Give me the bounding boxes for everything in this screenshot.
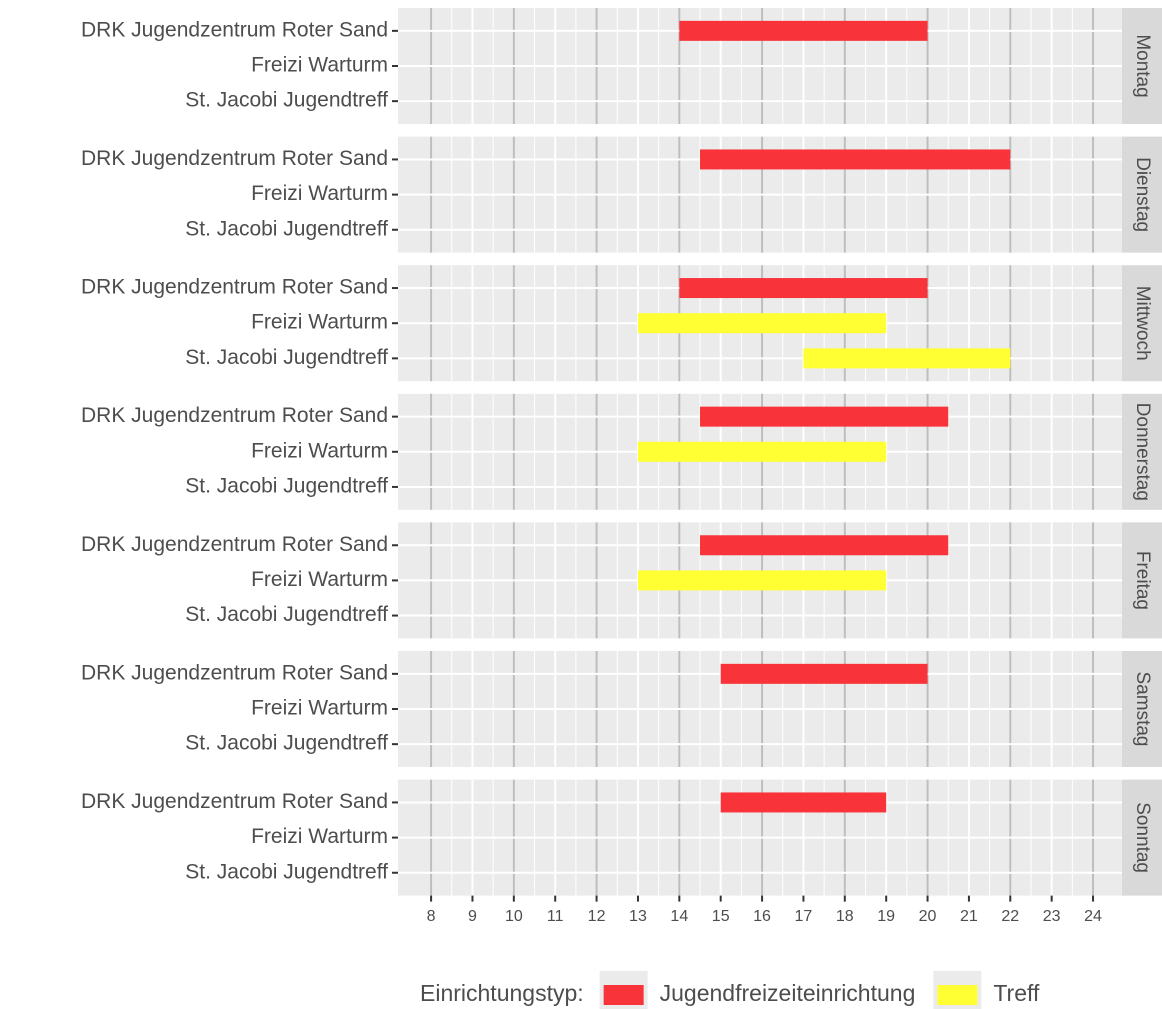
legend-title: Einrichtungstyp: xyxy=(420,980,584,1006)
y-tick-label: DRK Jugendzentrum Roter Sand xyxy=(81,404,388,427)
x-tick-label: 22 xyxy=(1001,908,1019,925)
bar xyxy=(720,792,887,813)
bar xyxy=(679,278,928,299)
bar xyxy=(700,406,949,427)
facet-strip xyxy=(1122,136,1162,253)
y-tick-label: DRK Jugendzentrum Roter Sand xyxy=(81,533,388,556)
y-tick-label: Freizi Warturm xyxy=(251,54,388,77)
bar xyxy=(803,348,1011,369)
y-tick-label: St. Jacobi Jugendtreff xyxy=(185,89,388,112)
y-tick-label: DRK Jugendzentrum Roter Sand xyxy=(81,18,388,41)
facet-strip xyxy=(1122,393,1162,510)
legend-key xyxy=(603,985,644,1005)
x-tick-label: 10 xyxy=(505,908,523,925)
facet-strip xyxy=(1122,522,1162,639)
x-tick-label: 13 xyxy=(629,908,647,925)
x-tick-label: 12 xyxy=(588,908,606,925)
x-tick-label: 17 xyxy=(795,908,813,925)
x-tick-label: 11 xyxy=(547,908,564,925)
x-tick-label: 14 xyxy=(670,908,688,925)
legend-key xyxy=(937,985,978,1005)
y-tick-label: Freizi Warturm xyxy=(251,825,388,848)
y-tick-label: St. Jacobi Jugendtreff xyxy=(185,346,388,369)
bar xyxy=(679,20,928,41)
y-tick-label: DRK Jugendzentrum Roter Sand xyxy=(81,661,388,684)
y-tick-label: DRK Jugendzentrum Roter Sand xyxy=(81,276,388,299)
bar xyxy=(637,313,887,334)
facet-strip xyxy=(1122,779,1162,896)
bar xyxy=(700,149,1011,170)
facet-strip xyxy=(1122,8,1162,124)
facet-label: Mittwoch xyxy=(1132,286,1153,361)
bar xyxy=(637,570,887,591)
y-tick-label: St. Jacobi Jugendtreff xyxy=(185,860,388,883)
facet-label: Montag xyxy=(1132,34,1153,97)
x-tick-label: 9 xyxy=(468,908,477,925)
y-tick-label: Freizi Warturm xyxy=(251,697,388,720)
legend-label: Jugendfreizeiteinrichtung xyxy=(660,980,916,1006)
bar xyxy=(700,535,949,556)
facet-strip xyxy=(1122,265,1162,382)
y-tick-label: DRK Jugendzentrum Roter Sand xyxy=(81,147,388,170)
legend-label: Treff xyxy=(993,980,1040,1006)
x-tick-label: 15 xyxy=(712,908,730,925)
x-tick-label: 19 xyxy=(877,908,895,925)
y-tick-label: Freizi Warturm xyxy=(251,568,388,591)
facet-label: Sonntag xyxy=(1132,802,1153,873)
y-tick-label: St. Jacobi Jugendtreff xyxy=(185,603,388,626)
x-tick-label: 8 xyxy=(427,908,436,925)
x-tick-label: 18 xyxy=(836,908,854,925)
facet-label: Samstag xyxy=(1132,672,1153,747)
facet-label: Dienstag xyxy=(1132,157,1153,232)
facet-label: Freitag xyxy=(1132,551,1153,610)
bar xyxy=(637,441,887,462)
y-tick-label: Freizi Warturm xyxy=(251,311,388,334)
x-tick-label: 16 xyxy=(753,908,771,925)
y-tick-label: St. Jacobi Jugendtreff xyxy=(185,474,388,497)
y-tick-label: DRK Jugendzentrum Roter Sand xyxy=(81,790,388,813)
bar xyxy=(720,663,928,684)
facet-strip xyxy=(1122,651,1162,767)
facet-label: Donnerstag xyxy=(1132,403,1153,501)
x-tick-label: 20 xyxy=(919,908,937,925)
y-tick-label: St. Jacobi Jugendtreff xyxy=(185,732,388,755)
y-tick-label: Freizi Warturm xyxy=(251,439,388,462)
x-tick-label: 23 xyxy=(1043,908,1061,925)
x-tick-label: 24 xyxy=(1084,908,1102,925)
x-tick-label: 21 xyxy=(960,908,978,925)
y-tick-label: St. Jacobi Jugendtreff xyxy=(185,217,388,240)
y-tick-label: Freizi Warturm xyxy=(251,182,388,205)
